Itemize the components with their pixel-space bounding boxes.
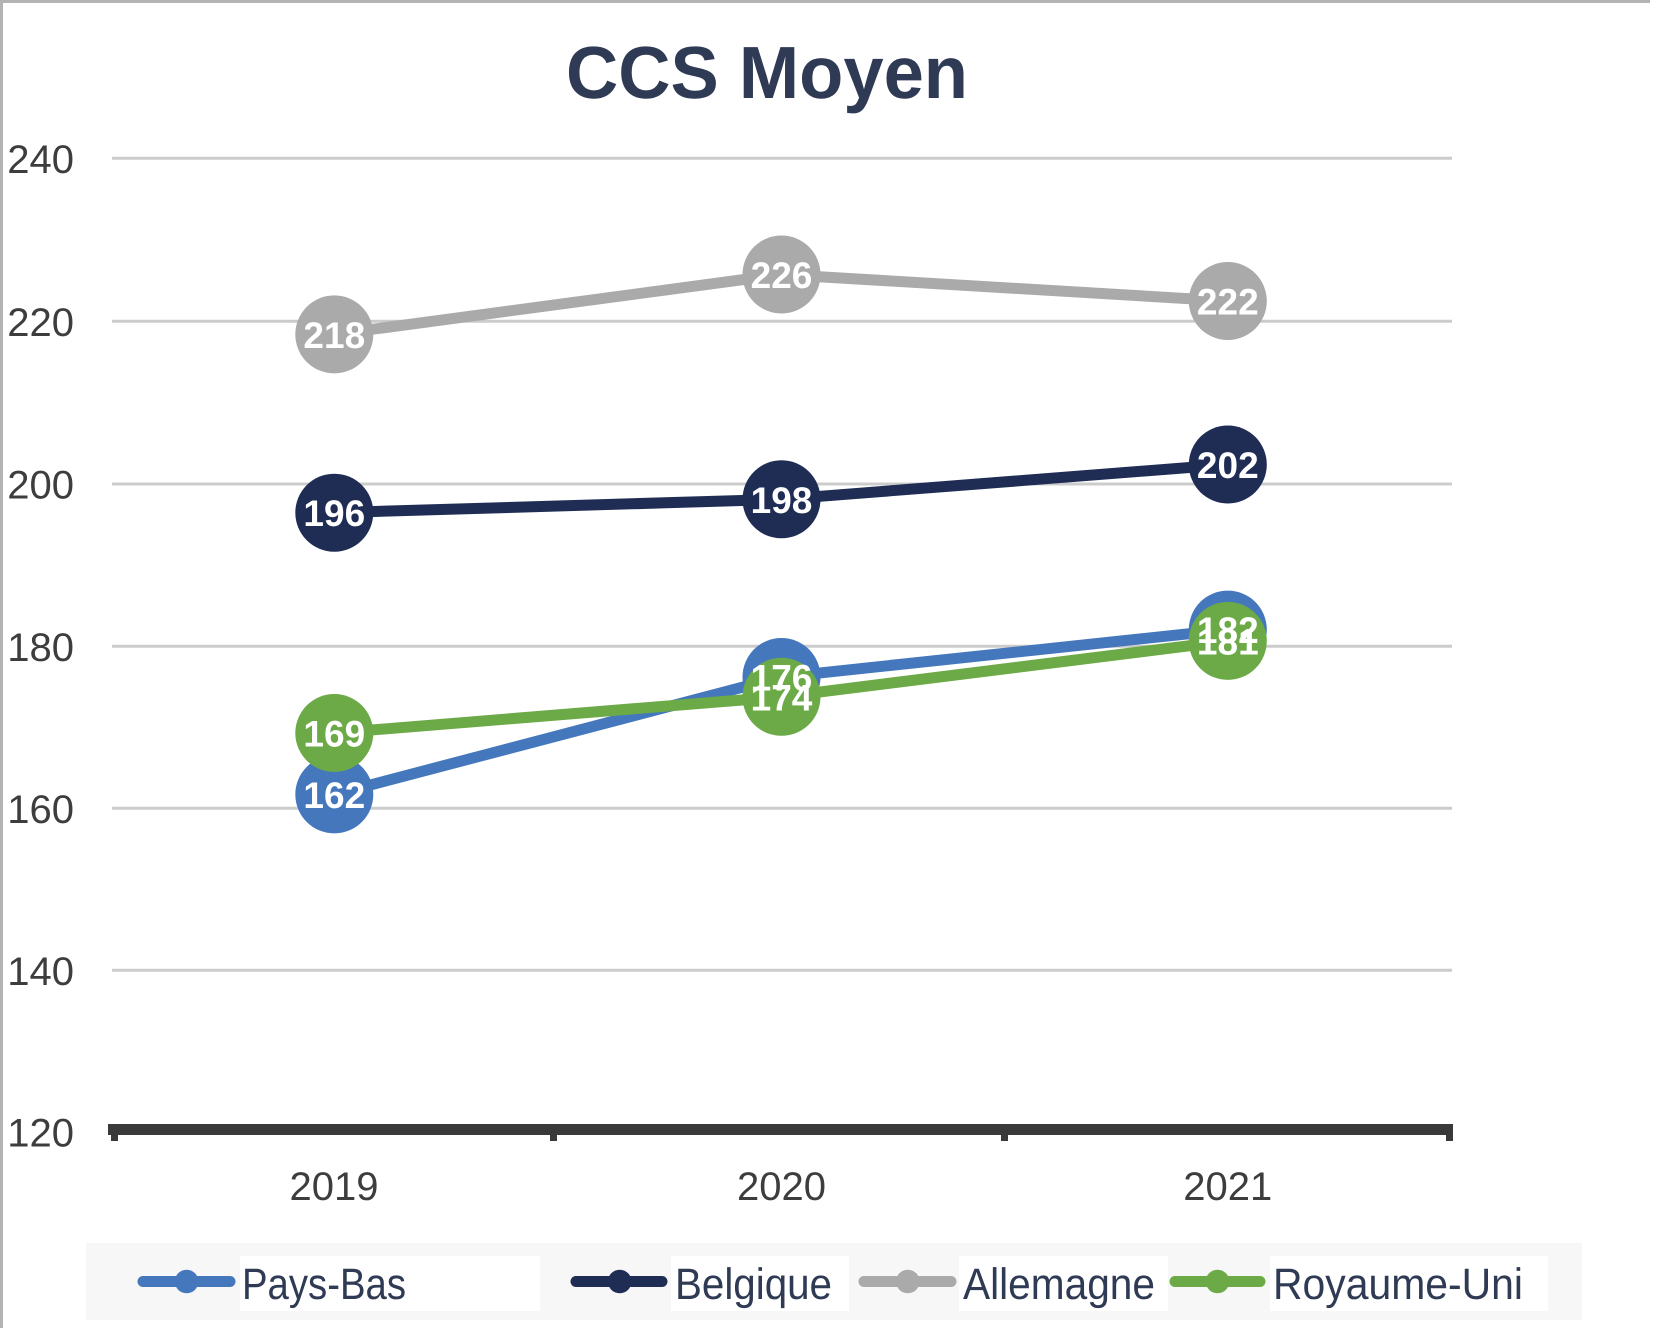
svg-text:Allemagne: Allemagne — [963, 1260, 1155, 1309]
svg-text:CCS Moyen: CCS Moyen — [566, 31, 968, 114]
svg-text:160: 160 — [7, 788, 74, 832]
svg-text:2019: 2019 — [290, 1165, 379, 1209]
svg-text:Royaume-Uni: Royaume-Uni — [1273, 1260, 1523, 1309]
svg-text:140: 140 — [7, 950, 74, 994]
svg-text:2020: 2020 — [737, 1165, 826, 1209]
svg-text:174: 174 — [751, 677, 813, 718]
svg-text:169: 169 — [303, 714, 365, 755]
svg-text:120: 120 — [7, 1111, 74, 1155]
svg-text:200: 200 — [7, 464, 74, 508]
svg-text:202: 202 — [1197, 445, 1259, 486]
svg-text:240: 240 — [7, 138, 74, 182]
svg-text:182: 182 — [1197, 610, 1259, 651]
svg-text:2021: 2021 — [1183, 1165, 1272, 1209]
svg-text:Belgique: Belgique — [675, 1260, 832, 1309]
svg-text:222: 222 — [1197, 282, 1259, 323]
svg-text:162: 162 — [303, 775, 365, 816]
svg-text:Pays-Bas: Pays-Bas — [242, 1260, 406, 1309]
svg-text:226: 226 — [751, 255, 813, 296]
svg-text:180: 180 — [7, 626, 74, 670]
svg-text:176: 176 — [751, 658, 813, 699]
svg-text:198: 198 — [751, 480, 813, 521]
svg-text:218: 218 — [303, 315, 365, 356]
svg-text:220: 220 — [7, 301, 74, 345]
svg-text:181: 181 — [1197, 621, 1259, 662]
svg-text:196: 196 — [303, 493, 365, 534]
